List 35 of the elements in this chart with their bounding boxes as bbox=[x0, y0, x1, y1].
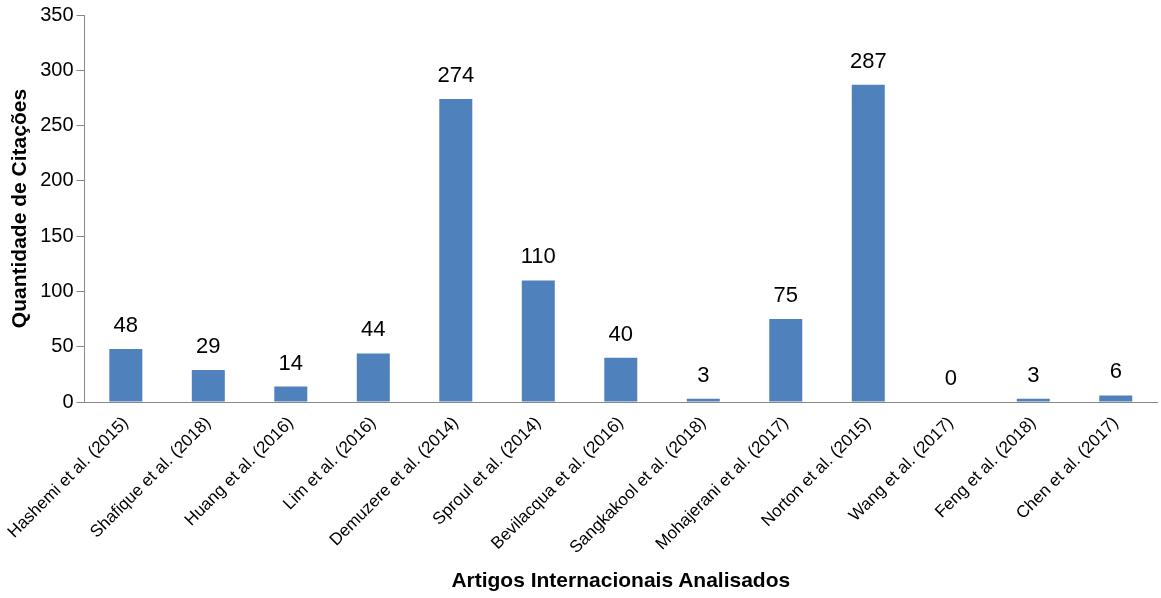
data-label: 0 bbox=[944, 365, 957, 391]
bar bbox=[191, 369, 225, 402]
bar bbox=[521, 280, 555, 402]
y-tick-label: 300 bbox=[40, 57, 74, 80]
data-label: 14 bbox=[278, 349, 304, 375]
data-label: 44 bbox=[361, 316, 386, 342]
data-label: 3 bbox=[697, 361, 710, 387]
y-tick-label: 150 bbox=[40, 223, 74, 246]
bar bbox=[439, 99, 473, 402]
y-axis-title: Quantidade de Citações bbox=[7, 88, 31, 329]
bar bbox=[274, 386, 308, 402]
data-label: 75 bbox=[773, 282, 799, 308]
bar bbox=[686, 398, 720, 402]
y-tick-label: 100 bbox=[40, 278, 74, 301]
y-tick-label: 200 bbox=[40, 168, 74, 191]
bar bbox=[604, 357, 638, 402]
bar bbox=[109, 348, 143, 402]
y-tick-label: 250 bbox=[40, 113, 74, 136]
data-label: 6 bbox=[1109, 358, 1122, 384]
bar bbox=[769, 319, 803, 402]
data-label: 110 bbox=[520, 243, 556, 269]
bar bbox=[1099, 395, 1133, 402]
data-label: 48 bbox=[113, 312, 139, 338]
y-tick-label: 0 bbox=[62, 389, 74, 412]
data-label: 29 bbox=[196, 333, 221, 359]
bar bbox=[851, 84, 885, 402]
data-label: 274 bbox=[437, 62, 475, 88]
data-label: 287 bbox=[849, 47, 887, 73]
data-label: 40 bbox=[608, 320, 634, 346]
bar bbox=[1016, 398, 1050, 402]
x-axis-title: Artigos Internacionais Analisados bbox=[451, 568, 791, 592]
y-tick-label: 50 bbox=[51, 334, 74, 357]
data-label: 3 bbox=[1027, 361, 1040, 387]
bar bbox=[356, 353, 390, 402]
y-tick-label: 350 bbox=[40, 2, 74, 25]
